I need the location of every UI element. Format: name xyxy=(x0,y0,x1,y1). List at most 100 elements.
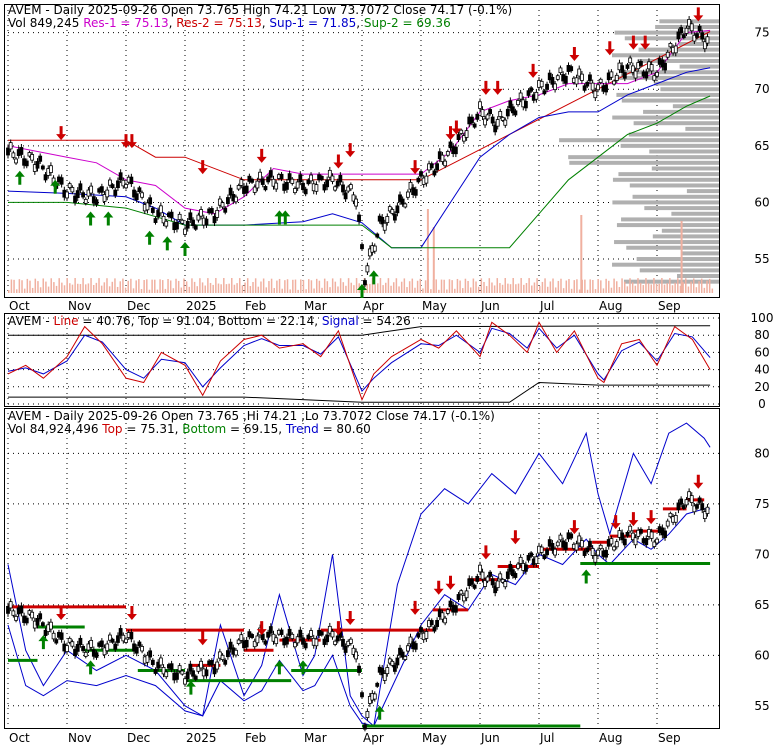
volume-profile-bar xyxy=(623,279,719,284)
trend-price-candle xyxy=(375,682,380,687)
volume-bar xyxy=(254,278,257,293)
volume-bar xyxy=(653,278,655,293)
y-tick-label: 70 xyxy=(754,547,769,561)
volume-bar xyxy=(544,278,546,293)
price-candle xyxy=(255,180,260,189)
volume-bar xyxy=(602,288,605,293)
x-tick-label: Dec xyxy=(127,299,150,313)
volume-bar xyxy=(448,279,451,293)
price-candle xyxy=(244,185,249,194)
volume-bar xyxy=(69,283,71,293)
trend-price-candle xyxy=(30,611,35,619)
volume-bar xyxy=(671,285,674,293)
volume-bar xyxy=(539,286,541,293)
trend-price-candle xyxy=(470,578,474,585)
trend-price-candle xyxy=(279,629,284,635)
volume-bar xyxy=(37,281,39,293)
trend-panel xyxy=(6,422,711,732)
volume-bar xyxy=(220,284,222,293)
trend-price-candle xyxy=(705,506,710,514)
volume-profile-bar xyxy=(612,177,719,182)
trend-price-candle xyxy=(413,643,418,650)
trend-price-candle xyxy=(351,647,356,655)
volume-bar xyxy=(661,278,663,293)
trend-price-candle xyxy=(81,645,85,652)
volume-bar xyxy=(21,280,23,293)
volume-bar xyxy=(339,278,342,293)
volume-bar xyxy=(231,278,233,293)
volume-bar xyxy=(172,288,175,293)
sell-arrow-icon xyxy=(256,148,267,163)
volume-bar xyxy=(169,280,172,293)
osc-bottom-line xyxy=(8,381,711,403)
trend-price-candle xyxy=(424,631,429,639)
price-candle xyxy=(102,194,107,202)
trend-price-candle xyxy=(462,595,466,602)
volume-bar xyxy=(491,282,493,293)
volume-bar xyxy=(584,279,586,293)
sell-arrow-icon xyxy=(410,160,421,175)
price-candle xyxy=(70,187,75,193)
trend-price-candle xyxy=(445,609,450,614)
trend-price-candle xyxy=(19,605,24,614)
price-candle xyxy=(435,163,439,171)
trend-price-candle xyxy=(488,571,493,577)
x-tick-label: Feb xyxy=(245,299,266,313)
price-candle xyxy=(250,178,254,183)
volume-bar xyxy=(310,280,313,293)
trend-price-candle xyxy=(301,637,305,645)
price-candle xyxy=(510,106,515,114)
trend-price-candle xyxy=(360,692,364,698)
volume-bar xyxy=(655,283,658,293)
volume-bar xyxy=(207,278,209,293)
sell-arrow-icon xyxy=(569,520,580,535)
x-tick-label: Sep xyxy=(658,731,681,745)
price-candle xyxy=(236,185,241,190)
trend-price-candle xyxy=(365,711,370,719)
price-candle xyxy=(612,80,616,85)
volume-profile-bar xyxy=(618,172,719,177)
volume-bar xyxy=(167,279,169,293)
volume-profile-bar xyxy=(686,189,719,194)
trend-price-candle xyxy=(510,569,515,577)
volume-bar xyxy=(347,278,350,293)
price-candle xyxy=(360,244,364,250)
volume-bar xyxy=(98,278,100,293)
price-candle xyxy=(588,74,592,82)
volume-bar xyxy=(557,280,560,293)
volume-profile-bar xyxy=(661,228,719,233)
volume-bar xyxy=(645,278,647,293)
volume-bar xyxy=(565,280,568,293)
volume-bar xyxy=(350,282,352,293)
price-candle xyxy=(6,147,10,156)
volume-profile-bar xyxy=(652,234,719,239)
volume-bar xyxy=(531,285,533,293)
volume-bar xyxy=(422,288,424,293)
trend-price-candle xyxy=(443,617,448,624)
volume-bar xyxy=(116,286,119,293)
trend-price-candle xyxy=(306,634,311,640)
price-candle xyxy=(545,83,549,90)
trend-price-candle xyxy=(266,631,271,638)
volume-profile-bar xyxy=(626,245,719,250)
price-candle xyxy=(164,220,169,227)
trend-price-candle xyxy=(252,640,257,648)
trend-price-candle xyxy=(161,666,166,675)
trend-price-candle xyxy=(150,659,155,665)
volume-bar xyxy=(462,288,464,293)
trend-price-candle xyxy=(588,540,592,548)
buy-arrow-icon xyxy=(274,660,285,675)
volume-bar xyxy=(273,288,275,293)
trend-price-candle xyxy=(553,548,557,556)
osc-line xyxy=(7,321,711,402)
price-candle xyxy=(663,63,667,71)
x-tick-label: Jul xyxy=(539,731,554,745)
trend-price-candle xyxy=(180,670,185,675)
trend-price-candle xyxy=(303,642,308,649)
volume-bar xyxy=(161,280,164,293)
volume-bar xyxy=(549,281,552,293)
price-candle xyxy=(325,179,330,188)
volume-bar xyxy=(477,286,480,293)
volume-bar xyxy=(225,284,228,293)
price-candle xyxy=(644,71,649,79)
